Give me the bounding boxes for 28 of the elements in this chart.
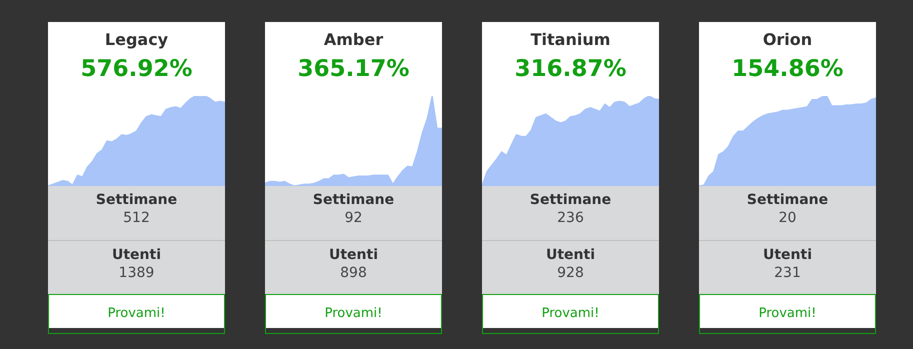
text: Settimane xyxy=(312,192,396,208)
text: 231 xyxy=(773,265,802,281)
text: 898 xyxy=(339,265,368,281)
text: Utenti xyxy=(328,247,379,263)
text: Settimane xyxy=(528,192,612,208)
text: 512 xyxy=(122,210,151,226)
text: Provami! xyxy=(482,294,659,334)
text: 20 xyxy=(778,210,798,226)
text: 1389 xyxy=(118,265,156,281)
text: 92 xyxy=(344,210,364,226)
chart-title: Titanium xyxy=(530,29,612,51)
text: Settimane xyxy=(94,192,178,208)
text: Utenti xyxy=(762,247,813,263)
text: Provami! xyxy=(699,294,876,334)
chart-title: Amber xyxy=(322,29,384,51)
chart-subtitle: 365.17% xyxy=(296,55,410,84)
text: Provami! xyxy=(265,294,442,334)
text: Utenti xyxy=(544,247,596,263)
text: Utenti xyxy=(110,247,162,263)
chart-title: Legacy xyxy=(104,29,170,51)
text: Provami! xyxy=(48,294,225,334)
chart-title: Orion xyxy=(762,29,814,51)
chart-subtitle: 154.86% xyxy=(730,55,844,84)
text: 928 xyxy=(556,265,585,281)
text: 236 xyxy=(556,210,585,226)
chart-subtitle: 576.92% xyxy=(80,55,194,84)
chart-subtitle: 316.87% xyxy=(514,55,628,84)
text: Settimane xyxy=(746,192,830,208)
